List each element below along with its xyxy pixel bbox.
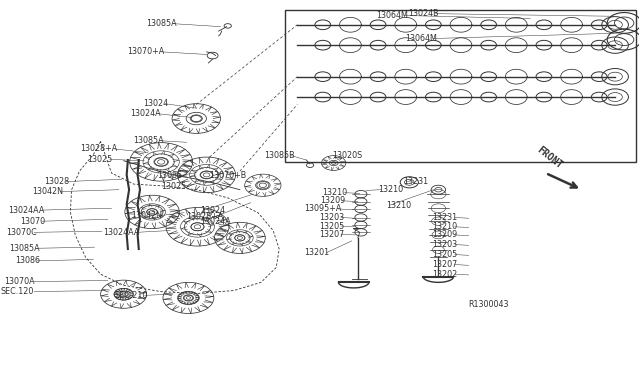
Text: 13203: 13203 bbox=[433, 240, 458, 249]
Text: 13205: 13205 bbox=[319, 221, 344, 231]
Text: 13085A: 13085A bbox=[10, 244, 40, 253]
Text: 13024: 13024 bbox=[143, 99, 168, 108]
Text: 13210: 13210 bbox=[433, 222, 458, 231]
Text: 13024B: 13024B bbox=[408, 9, 438, 18]
Text: 13207: 13207 bbox=[433, 260, 458, 269]
Text: 13210: 13210 bbox=[378, 185, 403, 194]
Text: 13070A: 13070A bbox=[4, 277, 35, 286]
Text: 13042N: 13042N bbox=[131, 211, 163, 220]
Text: 13231: 13231 bbox=[403, 177, 428, 186]
Text: 13207: 13207 bbox=[319, 230, 344, 239]
Text: 13210: 13210 bbox=[323, 188, 348, 197]
Text: FRONT: FRONT bbox=[535, 144, 564, 170]
Text: 13064M: 13064M bbox=[404, 34, 436, 43]
Text: R1300043: R1300043 bbox=[468, 300, 509, 309]
Text: 13064M: 13064M bbox=[376, 11, 408, 20]
Text: 13201: 13201 bbox=[304, 248, 330, 257]
Text: 13202: 13202 bbox=[433, 270, 458, 279]
Text: 13085A: 13085A bbox=[134, 136, 164, 145]
Text: 13095+A: 13095+A bbox=[304, 205, 342, 214]
Text: 13024A: 13024A bbox=[200, 217, 231, 226]
Text: 13024: 13024 bbox=[200, 206, 226, 215]
Text: 13025: 13025 bbox=[161, 182, 187, 190]
Text: 13024A: 13024A bbox=[131, 109, 161, 118]
Text: 13024AA: 13024AA bbox=[104, 228, 140, 237]
Text: 13024AA: 13024AA bbox=[8, 206, 45, 215]
Text: 13086: 13086 bbox=[15, 256, 40, 265]
Text: 13203: 13203 bbox=[319, 213, 344, 222]
Text: 13042N: 13042N bbox=[32, 187, 63, 196]
Text: 13028+A: 13028+A bbox=[81, 144, 118, 153]
Text: 13028+A: 13028+A bbox=[187, 212, 224, 221]
Text: 13205: 13205 bbox=[433, 250, 458, 259]
Text: 13209: 13209 bbox=[320, 196, 345, 205]
Text: 13028: 13028 bbox=[44, 177, 69, 186]
Text: 13070+A: 13070+A bbox=[127, 47, 164, 56]
Text: 13025: 13025 bbox=[88, 155, 113, 164]
Text: 13020S: 13020S bbox=[332, 151, 362, 160]
Text: 13070+B: 13070+B bbox=[209, 171, 247, 180]
Bar bbox=[285, 10, 636, 162]
Text: 13085B: 13085B bbox=[264, 151, 294, 160]
Text: 13085: 13085 bbox=[157, 171, 182, 180]
Text: 13070: 13070 bbox=[20, 217, 45, 226]
Text: 13210: 13210 bbox=[387, 201, 412, 210]
Text: 13085A: 13085A bbox=[146, 19, 176, 28]
Text: 13231: 13231 bbox=[433, 213, 458, 222]
Text: 13070C: 13070C bbox=[6, 228, 37, 237]
Text: SEC.210: SEC.210 bbox=[115, 291, 148, 300]
Text: 13209: 13209 bbox=[433, 230, 458, 240]
Text: SEC.120: SEC.120 bbox=[1, 287, 34, 296]
